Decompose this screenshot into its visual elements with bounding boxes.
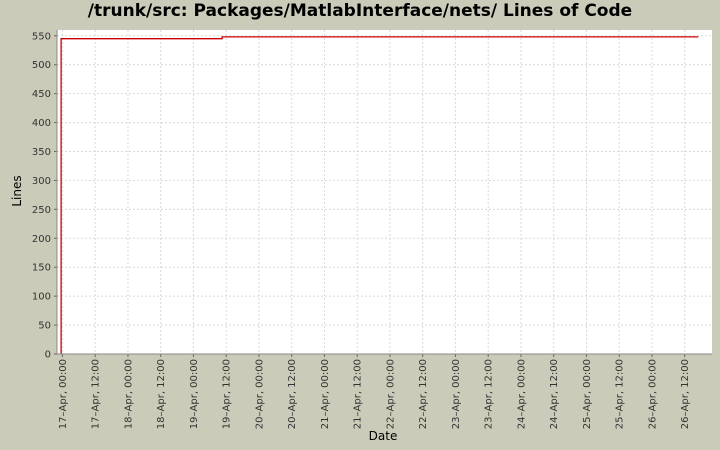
series-layer — [60, 36, 699, 354]
x-tick-label: 22–Apr, 00:00 — [385, 359, 396, 429]
y-tick-label: 500 — [32, 60, 51, 71]
y-axis: 0 50 100 150 200 250 300 350 400 450 500 550 — [32, 30, 58, 361]
y-tick-label: 400 — [32, 118, 51, 129]
plot-area — [57, 30, 712, 354]
x-tick-label: 21–Apr, 12:00 — [353, 359, 364, 429]
y-tick-label: 250 — [32, 205, 51, 216]
y-tick-label: 350 — [32, 147, 51, 158]
x-tick-label: 17–Apr, 12:00 — [91, 359, 102, 429]
y-tick-label: 200 — [32, 234, 51, 245]
x-axis: 17–Apr, 00:00 17–Apr, 12:00 18–Apr, 00:00 1… — [57, 353, 712, 429]
x-tick-label: 20–Apr, 12:00 — [287, 359, 298, 429]
x-tick-label: 19–Apr, 00:00 — [189, 359, 200, 429]
x-tick-label: 26–Apr, 12:00 — [680, 359, 691, 429]
y-tick-label: 0 — [45, 350, 51, 361]
x-axis-label: Date — [369, 429, 398, 443]
x-tick-label: 24–Apr, 12:00 — [549, 359, 560, 429]
x-tick-label: 25–Apr, 00:00 — [582, 359, 593, 429]
x-tick-label: 17–Apr, 00:00 — [58, 359, 69, 429]
y-tick-label: 100 — [32, 292, 51, 303]
x-tick-label: 18–Apr, 00:00 — [123, 359, 134, 429]
x-tick-label: 22–Apr, 12:00 — [418, 359, 429, 429]
y-axis-label: Lines — [10, 175, 24, 206]
y-tick-label: 50 — [38, 321, 51, 332]
x-tick-label: 18–Apr, 12:00 — [156, 359, 167, 429]
y-tick-label: 450 — [32, 89, 51, 100]
x-tick-label: 25–Apr, 12:00 — [615, 359, 626, 429]
y-tick-label: 300 — [32, 176, 51, 187]
x-tick-label: 20–Apr, 00:00 — [254, 359, 265, 429]
grid-lines — [57, 30, 712, 355]
y-tick-label: 550 — [32, 31, 51, 42]
x-tick-label: 26–Apr, 00:00 — [647, 359, 658, 429]
x-tick-label: 19–Apr, 12:00 — [222, 359, 233, 429]
x-tick-label: 21–Apr, 00:00 — [320, 359, 331, 429]
series-line — [60, 36, 699, 354]
x-tick-label: 24–Apr, 00:00 — [516, 359, 527, 429]
chart-title: /trunk/src: Packages/MatlabInterface/net… — [87, 1, 633, 21]
x-tick-label: 23–Apr, 00:00 — [451, 359, 462, 429]
x-tick-label: 23–Apr, 12:00 — [484, 359, 495, 429]
y-tick-label: 150 — [32, 263, 51, 274]
